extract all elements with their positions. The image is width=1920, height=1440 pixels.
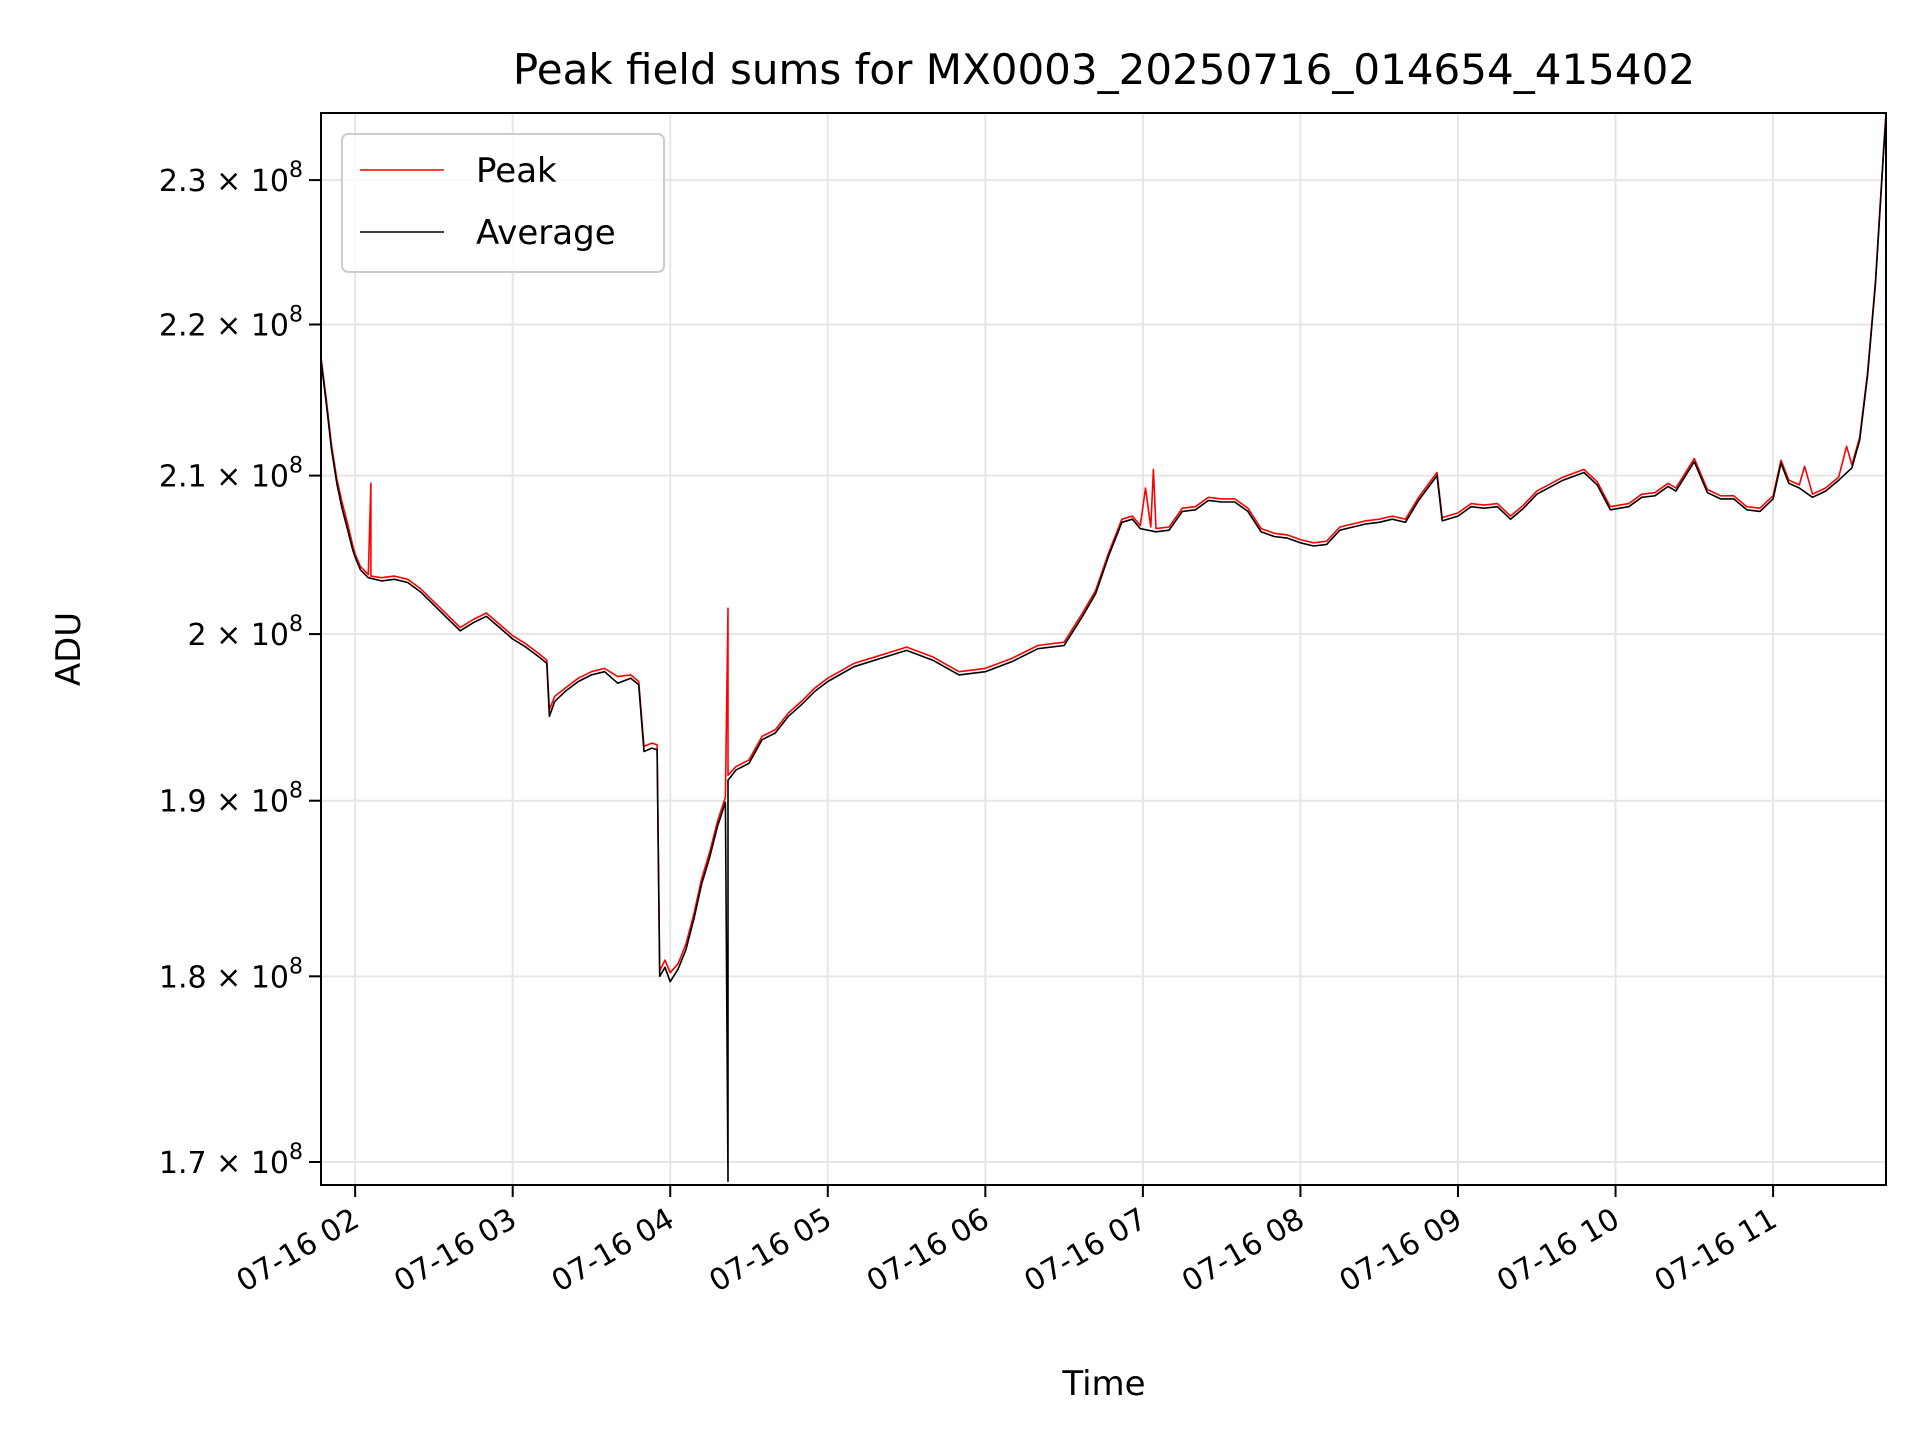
y-tick-exponent: 8 [289,158,303,183]
y-tick-mantissa: 1.9 × 10 [159,785,289,820]
series-line-average [321,115,1886,1182]
plot-frame [320,112,1887,1186]
plot-series [321,113,1886,1182]
y-tick-label: 1.8 × 108 [159,954,303,995]
y-tick-mantissa: 1.8 × 10 [159,960,289,995]
y-tick-mantissa: 2 × 10 [188,618,289,653]
y-tick-exponent: 8 [289,302,303,327]
y-tick-label: 1.7 × 108 [159,1140,303,1181]
legend-label-peak: Peak [476,151,557,191]
y-tick-exponent: 8 [289,612,303,637]
y-tick-exponent: 8 [289,454,303,479]
y-tick-label: 2.1 × 108 [159,454,303,495]
y-tick-exponent: 8 [289,1140,303,1165]
y-tick-label: 2.3 × 108 [159,158,303,199]
chart-title: Peak field sums for MX0003_20250716_0146… [513,45,1695,94]
y-tick-mantissa: 1.7 × 10 [159,1146,289,1181]
y-tick-label: 2.2 × 108 [159,302,303,343]
y-tick-label: 1.9 × 108 [159,779,303,820]
x-axis-title: Time [1061,1364,1145,1404]
legend[interactable]: Peak Average [341,133,665,273]
y-tick-label: 2 × 108 [188,612,303,653]
grid [321,113,1886,1185]
y-tick-mantissa: 2.2 × 10 [159,308,289,343]
y-tick-mantissa: 2.1 × 10 [159,460,289,495]
y-tick-exponent: 8 [289,954,303,979]
legend-box [341,133,665,273]
y-tick-exponent: 8 [289,779,303,804]
y-axis-title: ADU [49,612,89,686]
series-line-peak [321,113,1886,974]
y-tick-mantissa: 2.3 × 10 [159,164,289,199]
legend-label-average: Average [476,213,616,253]
